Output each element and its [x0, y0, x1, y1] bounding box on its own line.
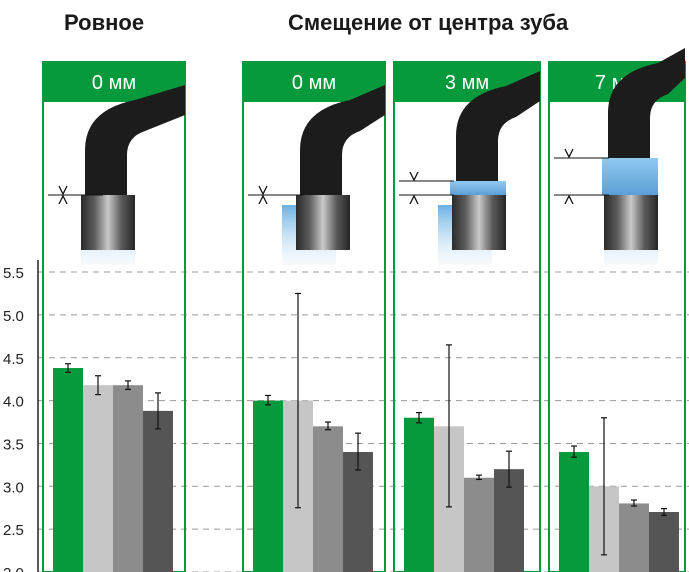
- dimension-arrow-down: [58, 185, 68, 196]
- dimension-arrow-up: [564, 194, 574, 205]
- dimension-arrow-down: [564, 148, 574, 159]
- bar: [53, 368, 83, 572]
- gap-fill: [450, 181, 506, 195]
- y-tick-label: 2.5: [3, 522, 24, 539]
- y-tick-label: 3.0: [3, 479, 24, 496]
- panel-label: 0 мм: [292, 72, 336, 94]
- y-tick-label: 4.5: [3, 351, 24, 368]
- nozzle-tube: [85, 85, 185, 195]
- group-title-flat: Ровное: [64, 10, 145, 35]
- dimension-arrow-up: [258, 194, 268, 205]
- gap-fill: [602, 158, 658, 195]
- bar: [113, 385, 143, 572]
- dimension-arrow-up: [409, 194, 419, 205]
- tile-cylinder: [604, 195, 658, 250]
- dimension-arrow-down: [258, 185, 268, 196]
- panel-label: 3 мм: [445, 72, 489, 94]
- tile-cylinder: [452, 195, 506, 250]
- bar: [143, 410, 173, 572]
- nozzle-tube: [456, 71, 540, 181]
- bar: [619, 503, 649, 572]
- y-tick-label: 4.0: [3, 394, 24, 411]
- panel-label: 0 мм: [92, 72, 136, 94]
- y-tick-label: 2.0: [3, 565, 24, 572]
- dimension-arrow-down: [409, 171, 419, 182]
- bar: [464, 477, 494, 572]
- bar: [253, 400, 283, 572]
- y-tick-label: 5.5: [3, 265, 24, 282]
- bar: [313, 426, 343, 572]
- tile-cylinder: [296, 195, 350, 250]
- bar: [343, 452, 373, 572]
- bar: [83, 385, 113, 572]
- nozzle-tube: [608, 48, 685, 158]
- group-title-offset: Смещение от центра зуба: [288, 10, 569, 35]
- y-tick-label: 5.0: [3, 308, 24, 325]
- bar: [404, 417, 434, 572]
- y-tick-label: 3.5: [3, 436, 24, 453]
- bar: [559, 452, 589, 572]
- dimension-arrow-up: [58, 194, 68, 205]
- nozzle-tube: [300, 85, 385, 195]
- bar: [649, 512, 679, 572]
- tile-cylinder: [81, 195, 135, 250]
